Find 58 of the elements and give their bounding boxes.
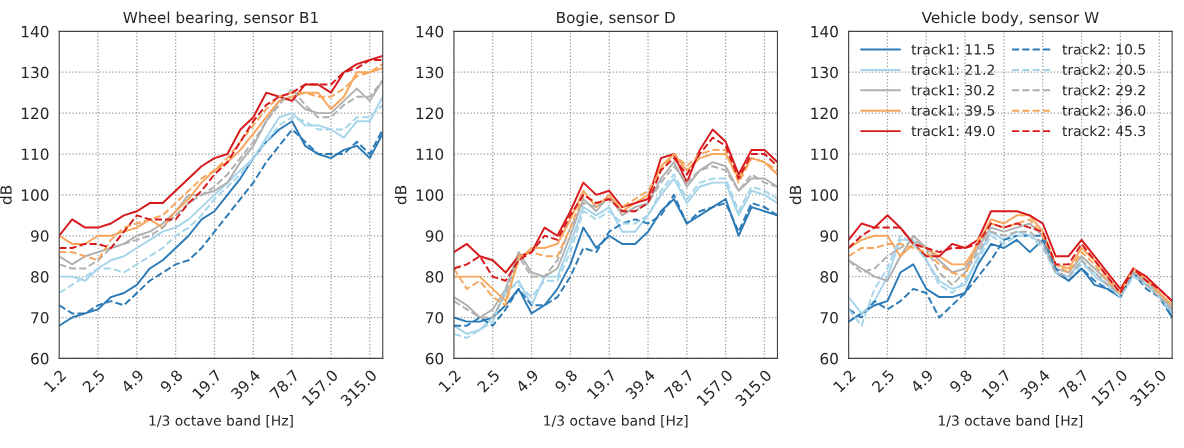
- x-tick-label: 4.9: [120, 369, 145, 394]
- x-axis-title: 1/3 octave band [Hz]: [544, 415, 688, 428]
- x-tick-label: 9.8: [948, 369, 973, 393]
- y-axis-title: dB: [789, 185, 802, 205]
- x-tick-label: 1.2: [43, 369, 67, 393]
- y-tick-label: 80: [425, 271, 444, 283]
- legend-label: track2: 29.2: [1062, 84, 1145, 96]
- legend-label: track2: 20.5: [1062, 64, 1145, 75]
- chart-title: Bogie, sensor D: [557, 11, 675, 27]
- y-tick-label: 100: [21, 189, 49, 201]
- x-tick-label: 9.8: [159, 369, 184, 393]
- y-tick-label: 130: [21, 66, 49, 79]
- y-tick-label: 60: [425, 352, 444, 365]
- y-tick-label: 110: [811, 148, 838, 161]
- y-tick-label: 130: [811, 66, 838, 79]
- legend-label: track1: 11.5: [911, 43, 995, 55]
- y-tick-label: 60: [820, 352, 838, 365]
- legend-label: track2: 36.0: [1062, 105, 1146, 116]
- y-tick-label: 110: [416, 148, 444, 161]
- y-tick-label: 70: [31, 311, 49, 324]
- y-tick-label: 120: [21, 107, 49, 120]
- chart-title: Wheel bearing, sensor B1: [123, 11, 318, 27]
- y-tick-label: 110: [21, 148, 49, 161]
- x-tick-label: 9.8: [554, 369, 579, 393]
- legend-label: track1: 49.0: [911, 125, 995, 137]
- legend-label: track1: 21.2: [911, 64, 994, 75]
- y-tick-label: 60: [31, 352, 49, 365]
- x-tick-label: 2.5: [476, 369, 501, 393]
- x-axis-title: 1/3 octave band [Hz]: [149, 415, 293, 428]
- y-tick-label: 90: [820, 230, 838, 242]
- legend-label: track2: 10.5: [1062, 43, 1145, 55]
- y-tick-label: 100: [416, 189, 444, 201]
- y-tick-label: 120: [811, 107, 838, 120]
- chart-title: Vehicle body, sensor W: [921, 11, 1099, 27]
- y-tick-label: 80: [820, 271, 838, 283]
- y-tick-label: 140: [21, 25, 49, 38]
- x-tick-label: 4.9: [909, 369, 934, 394]
- y-tick-label: 140: [416, 25, 444, 38]
- y-tick-label: 100: [811, 189, 838, 201]
- y-tick-label: 140: [811, 25, 838, 38]
- x-tick-label: 1.2: [832, 369, 856, 393]
- legend-label: track2: 45.3: [1062, 125, 1146, 137]
- x-axis-title: 1/3 octave band [Hz]: [938, 415, 1083, 428]
- x-tick-label: 2.5: [871, 369, 895, 393]
- x-tick-label: 4.9: [515, 369, 540, 394]
- legend-label: track1: 30.2: [911, 84, 994, 96]
- y-tick-label: 120: [416, 107, 444, 120]
- y-tick-label: 130: [416, 66, 444, 79]
- y-tick-label: 70: [426, 311, 444, 324]
- y-tick-label: 90: [425, 230, 444, 242]
- y-axis-title: dB: [394, 185, 407, 205]
- y-tick-label: 80: [31, 271, 49, 283]
- y-tick-label: 70: [820, 311, 838, 324]
- x-tick-label: 2.5: [81, 369, 106, 393]
- x-tick-label: 1.2: [438, 369, 462, 393]
- legend-label: track1: 39.5: [911, 105, 995, 116]
- y-axis-title: dB: [0, 185, 12, 205]
- y-tick-label: 90: [31, 230, 49, 242]
